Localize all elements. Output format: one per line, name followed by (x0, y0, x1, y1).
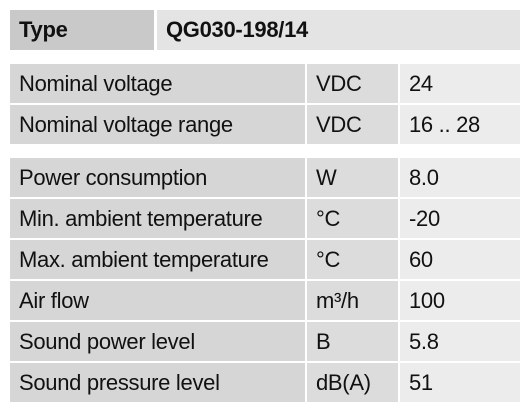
row-value: 60 (400, 240, 520, 279)
row-unit: VDC (307, 105, 398, 144)
row-unit: m³/h (307, 281, 398, 320)
row-label: Nominal voltage range (10, 105, 305, 144)
row-label: Sound power level (10, 322, 305, 361)
row-unit: B (307, 322, 398, 361)
row-unit: W (307, 158, 398, 197)
row-value: 24 (400, 64, 520, 103)
header-label: Type (10, 10, 154, 50)
row-value: -20 (400, 199, 520, 238)
row-label: Min. ambient temperature (10, 199, 305, 238)
row-unit: VDC (307, 64, 398, 103)
row-label: Max. ambient temperature (10, 240, 305, 279)
header-value: QG030-198/14 (157, 10, 520, 50)
row-unit: dB(A) (307, 363, 398, 402)
row-label: Nominal voltage (10, 64, 305, 103)
row-value: 8.0 (400, 158, 520, 197)
row-unit: °C (307, 199, 398, 238)
row-value: 5.8 (400, 322, 520, 361)
row-label: Sound pressure level (10, 363, 305, 402)
row-value: 51 (400, 363, 520, 402)
row-value: 100 (400, 281, 520, 320)
row-unit: °C (307, 240, 398, 279)
row-label: Air flow (10, 281, 305, 320)
row-value: 16 .. 28 (400, 105, 520, 144)
row-label: Power consumption (10, 158, 305, 197)
